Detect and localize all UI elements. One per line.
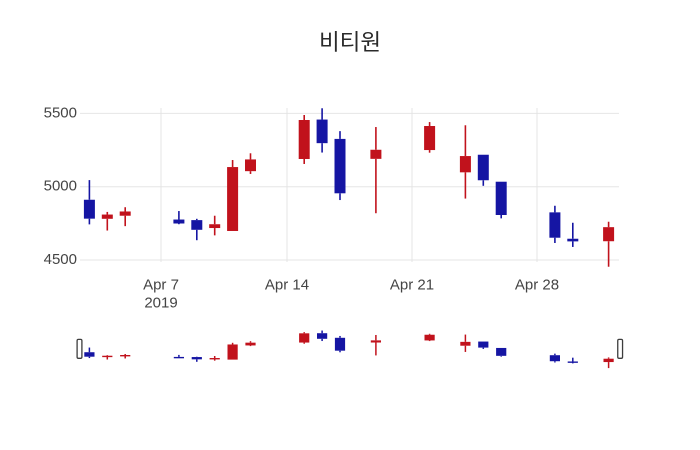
svg-text:4500: 4500	[44, 251, 77, 268]
svg-text:5000: 5000	[44, 178, 77, 195]
svg-text:Apr 21: Apr 21	[390, 277, 434, 294]
svg-text:5500: 5500	[44, 104, 77, 121]
svg-text:2019: 2019	[144, 295, 177, 312]
svg-text:Apr 28: Apr 28	[515, 277, 559, 294]
svg-text:Apr 14: Apr 14	[265, 277, 309, 294]
svg-text:Apr 7: Apr 7	[143, 277, 179, 294]
